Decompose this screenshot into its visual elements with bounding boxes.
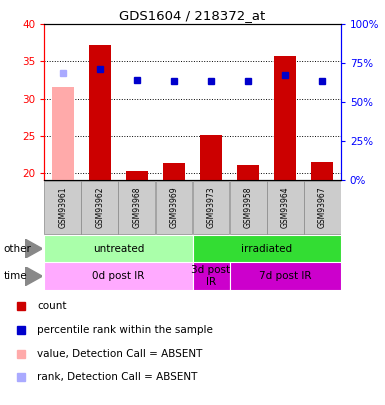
Bar bbox=[192, 235, 341, 262]
Text: 0d post IR: 0d post IR bbox=[92, 271, 145, 281]
Polygon shape bbox=[25, 239, 42, 258]
Bar bbox=[229, 181, 266, 234]
Text: GSM93961: GSM93961 bbox=[58, 187, 67, 228]
Bar bbox=[119, 181, 156, 234]
Text: time: time bbox=[4, 271, 27, 281]
Bar bbox=[274, 56, 296, 180]
Bar bbox=[163, 163, 185, 180]
Text: GSM93958: GSM93958 bbox=[244, 187, 253, 228]
Bar bbox=[44, 262, 192, 290]
Bar bbox=[44, 235, 192, 262]
Text: count: count bbox=[37, 301, 67, 311]
Bar bbox=[44, 181, 81, 234]
Text: GSM93969: GSM93969 bbox=[169, 187, 179, 228]
Text: untreated: untreated bbox=[93, 244, 144, 254]
Text: value, Detection Call = ABSENT: value, Detection Call = ABSENT bbox=[37, 349, 203, 358]
Text: 7d post IR: 7d post IR bbox=[259, 271, 311, 281]
Bar bbox=[52, 87, 74, 180]
Bar bbox=[192, 181, 229, 234]
Text: 3d post
IR: 3d post IR bbox=[191, 265, 231, 287]
Text: irradiated: irradiated bbox=[241, 244, 292, 254]
Polygon shape bbox=[25, 266, 42, 286]
Bar bbox=[229, 262, 341, 290]
Text: GSM93962: GSM93962 bbox=[95, 187, 104, 228]
Bar bbox=[200, 135, 222, 180]
Bar bbox=[81, 181, 118, 234]
Bar bbox=[126, 171, 148, 180]
Bar bbox=[267, 181, 304, 234]
Text: rank, Detection Call = ABSENT: rank, Detection Call = ABSENT bbox=[37, 372, 198, 382]
Text: GSM93973: GSM93973 bbox=[206, 187, 216, 228]
Bar bbox=[311, 162, 333, 180]
Bar bbox=[304, 181, 341, 234]
Bar bbox=[156, 181, 192, 234]
Bar bbox=[89, 45, 111, 180]
Text: other: other bbox=[4, 244, 32, 254]
Text: GSM93968: GSM93968 bbox=[132, 187, 141, 228]
Bar bbox=[237, 165, 259, 180]
Bar bbox=[192, 262, 229, 290]
Text: GSM93964: GSM93964 bbox=[281, 187, 290, 228]
Title: GDS1604 / 218372_at: GDS1604 / 218372_at bbox=[119, 9, 266, 22]
Text: percentile rank within the sample: percentile rank within the sample bbox=[37, 325, 213, 335]
Text: GSM93967: GSM93967 bbox=[318, 187, 327, 228]
